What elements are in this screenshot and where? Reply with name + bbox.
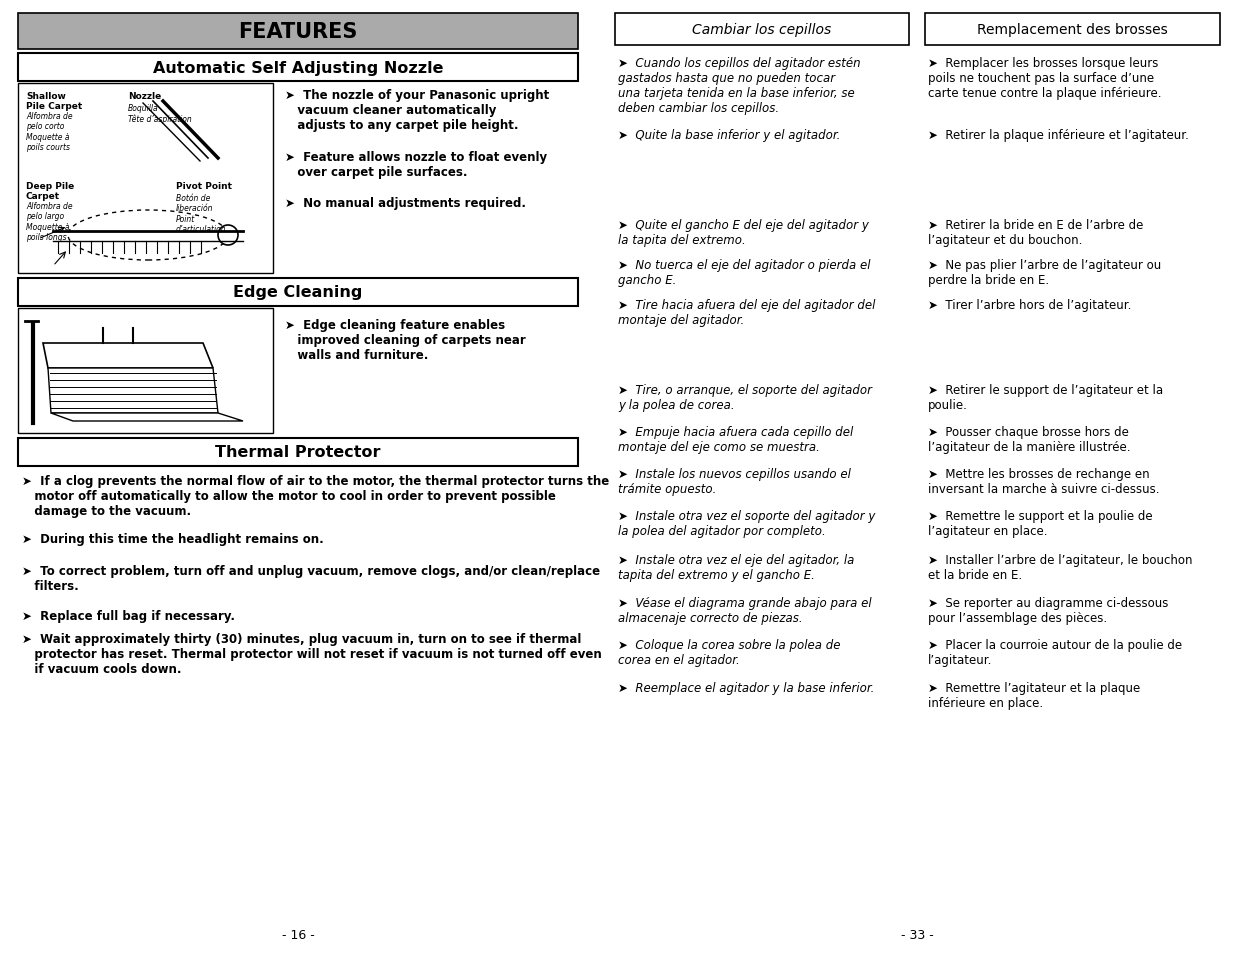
Text: ➤  Wait approximately thirty (30) minutes, plug vacuum in, turn on to see if the: ➤ Wait approximately thirty (30) minutes…: [22, 633, 601, 676]
Text: ➤  Edge cleaning feature enables
   improved cleaning of carpets near
   walls a: ➤ Edge cleaning feature enables improved…: [285, 318, 526, 361]
Bar: [19, 438, 578, 467]
Polygon shape: [43, 344, 212, 369]
Text: ➤  During this time the headlight remains on.: ➤ During this time the headlight remains…: [22, 533, 324, 545]
Bar: [19, 14, 578, 50]
Text: - 33 -: - 33 -: [902, 928, 934, 942]
Text: Edge Cleaning: Edge Cleaning: [233, 285, 363, 300]
Text: Automatic Self Adjusting Nozzle: Automatic Self Adjusting Nozzle: [153, 60, 443, 75]
Text: ➤  Remplacer les brosses lorsque leurs
poils ne touchent pas la surface d’une
ca: ➤ Remplacer les brosses lorsque leurs po…: [927, 57, 1161, 100]
Text: Shallow
Pile Carpet: Shallow Pile Carpet: [26, 91, 83, 112]
Text: ➤  Retirer la bride en E de l’arbre de
l’agitateur et du bouchon.: ➤ Retirer la bride en E de l’arbre de l’…: [927, 219, 1144, 247]
Text: ➤  Mettre les brosses de rechange en
inversant la marche à suivre ci-dessus.: ➤ Mettre les brosses de rechange en inve…: [927, 468, 1160, 496]
Text: ➤  Feature allows nozzle to float evenly
   over carpet pile surfaces.: ➤ Feature allows nozzle to float evenly …: [285, 151, 547, 179]
Text: ➤  Retirer le support de l’agitateur et la
poulie.: ➤ Retirer le support de l’agitateur et l…: [927, 384, 1163, 412]
Text: Nozzle: Nozzle: [128, 91, 162, 101]
Text: Thermal Protector: Thermal Protector: [215, 445, 380, 460]
Text: Boquilla
Tête d’aspiration: Boquilla Tête d’aspiration: [128, 104, 191, 124]
Bar: [19, 278, 578, 307]
Bar: [19, 309, 273, 434]
Text: ➤  Instale otra vez el soporte del agitador y
la polea del agitador por completo: ➤ Instale otra vez el soporte del agitad…: [618, 510, 876, 537]
Text: ➤  Pousser chaque brosse hors de
l’agitateur de la manière illustrée.: ➤ Pousser chaque brosse hors de l’agitat…: [927, 426, 1130, 454]
Text: Pivot Point: Pivot Point: [177, 182, 232, 191]
Text: ➤  Instale los nuevos cepillos usando el
trámite opuesto.: ➤ Instale los nuevos cepillos usando el …: [618, 468, 851, 496]
Text: ➤  Installer l’arbre de l’agitateur, le bouchon
et la bride en E.: ➤ Installer l’arbre de l’agitateur, le b…: [927, 554, 1193, 581]
Text: ➤  Remettre l’agitateur et la plaque
inférieure en place.: ➤ Remettre l’agitateur et la plaque infé…: [927, 681, 1140, 709]
Text: ➤  Replace full bag if necessary.: ➤ Replace full bag if necessary.: [22, 609, 235, 622]
Text: ➤  Retirer la plaque inférieure et l’agitateur.: ➤ Retirer la plaque inférieure et l’agit…: [927, 129, 1189, 142]
Text: ➤  No tuerca el eje del agitador o pierda el
gancho E.: ➤ No tuerca el eje del agitador o pierda…: [618, 258, 871, 287]
Text: ➤  Véase el diagrama grande abajo para el
almacenaje correcto de piezas.: ➤ Véase el diagrama grande abajo para el…: [618, 597, 872, 624]
Text: ➤  Remettre le support et la poulie de
l’agitateur en place.: ➤ Remettre le support et la poulie de l’…: [927, 510, 1152, 537]
Text: ➤  Reemplace el agitador y la base inferior.: ➤ Reemplace el agitador y la base inferi…: [618, 681, 874, 695]
Text: ➤  Instale otra vez el eje del agitador, la
tapita del extremo y el gancho E.: ➤ Instale otra vez el eje del agitador, …: [618, 554, 855, 581]
Polygon shape: [51, 414, 243, 421]
Text: ➤  Ne pas plier l’arbre de l’agitateur ou
perdre la bride en E.: ➤ Ne pas plier l’arbre de l’agitateur ou…: [927, 258, 1161, 287]
Circle shape: [219, 226, 238, 246]
Text: Cambiar los cepillos: Cambiar los cepillos: [693, 23, 831, 37]
Text: ➤  Quite la base inferior y el agitador.: ➤ Quite la base inferior y el agitador.: [618, 129, 840, 142]
Bar: [19, 84, 273, 274]
Text: ➤  Placer la courroie autour de la poulie de
l’agitateur.: ➤ Placer la courroie autour de la poulie…: [927, 639, 1182, 666]
Text: ➤  The nozzle of your Panasonic upright
   vacuum cleaner automatically
   adjus: ➤ The nozzle of your Panasonic upright v…: [285, 89, 550, 132]
Text: Deep Pile
Carpet: Deep Pile Carpet: [26, 182, 74, 201]
Text: ➤  Tire hacia afuera del eje del agitador del
montaje del agitador.: ➤ Tire hacia afuera del eje del agitador…: [618, 298, 876, 327]
Text: ➤  Se reporter au diagramme ci-dessous
pour l’assemblage des pièces.: ➤ Se reporter au diagramme ci-dessous po…: [927, 597, 1168, 624]
Text: Remplacement des brosses: Remplacement des brosses: [977, 23, 1168, 37]
Bar: [19, 54, 578, 82]
Text: ➤  Cuando los cepillos del agitador estén
gastados hasta que no pueden tocar
una: ➤ Cuando los cepillos del agitador estén…: [618, 57, 861, 115]
Text: ➤  If a clog prevents the normal flow of air to the motor, the thermal protector: ➤ If a clog prevents the normal flow of …: [22, 475, 609, 517]
Bar: [925, 14, 1220, 46]
Bar: [615, 14, 909, 46]
Text: FEATURES: FEATURES: [238, 22, 358, 42]
Text: ➤  Tirer l’arbre hors de l’agitateur.: ➤ Tirer l’arbre hors de l’agitateur.: [927, 298, 1131, 312]
Text: Alfombra de
pelo corto
Moquette à
poils courts: Alfombra de pelo corto Moquette à poils …: [26, 112, 73, 152]
Text: ➤  No manual adjustments required.: ➤ No manual adjustments required.: [285, 196, 526, 210]
Text: ➤  Coloque la corea sobre la polea de
corea en el agitador.: ➤ Coloque la corea sobre la polea de cor…: [618, 639, 841, 666]
Text: - 16 -: - 16 -: [282, 928, 315, 942]
Polygon shape: [48, 369, 219, 414]
Text: ➤  Empuje hacia afuera cada cepillo del
montaje del eje como se muestra.: ➤ Empuje hacia afuera cada cepillo del m…: [618, 426, 853, 454]
Text: ➤  Tire, o arranque, el soporte del agitador
y la polea de corea.: ➤ Tire, o arranque, el soporte del agita…: [618, 384, 872, 412]
Text: Botón de
liberación
Point
d’articulation: Botón de liberación Point d’articulation: [177, 193, 227, 233]
Text: Alfombra de
pelo largo
Moquette à
poils longs: Alfombra de pelo largo Moquette à poils …: [26, 202, 73, 242]
Text: ➤  Quite el gancho E del eje del agitador y
la tapita del extremo.: ➤ Quite el gancho E del eje del agitador…: [618, 219, 869, 247]
Text: ➤  To correct problem, turn off and unplug vacuum, remove clogs, and/or clean/re: ➤ To correct problem, turn off and unplu…: [22, 564, 600, 593]
